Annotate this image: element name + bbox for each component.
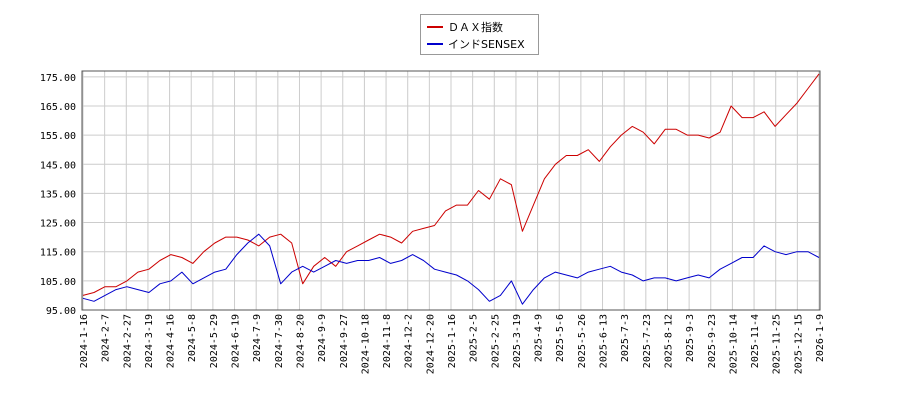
x-tick-label: 2025-12-15	[793, 314, 804, 374]
x-tick-label: 2024-4-16	[166, 314, 177, 368]
x-tick-label: 2025-9-23	[707, 314, 718, 368]
x-tick-label: 2025-8-12	[663, 314, 674, 368]
x-tick-label: 2024-7-9	[252, 314, 263, 362]
x-tick-label: 2025-3-19	[512, 314, 523, 368]
series-layer	[82, 73, 820, 305]
y-tick-label: 135.00	[40, 189, 76, 200]
legend-item-dax: ＤＡＸ指数	[427, 19, 503, 35]
series-line-dax	[82, 73, 820, 296]
x-tick-label: 2025-10-14	[728, 314, 739, 374]
x-tick-label: 2024-12-2	[404, 314, 415, 368]
x-tick-label: 2024-12-20	[425, 314, 436, 374]
y-tick-label: 175.00	[40, 73, 76, 84]
x-tick-label: 2024-5-8	[187, 314, 198, 362]
x-tick-label: 2024-2-7	[101, 314, 112, 362]
x-tick-label: 2025-6-13	[599, 314, 610, 368]
y-tick-label: 165.00	[40, 102, 76, 113]
y-axis-tick-labels: 95.00 105.00 115.00 125.00 135.00 145.00 155.0…	[40, 73, 76, 317]
x-tick-label: 2025-9-3	[685, 314, 696, 362]
x-tick-label: 2024-1-16	[79, 314, 90, 368]
x-tick-label: 2025-4-9	[534, 314, 545, 362]
y-tick-label: 145.00	[40, 160, 76, 171]
x-tick-label: 2024-7-30	[274, 314, 285, 368]
y-tick-label: 95.00	[46, 306, 76, 317]
x-tick-label: 2024-8-20	[295, 314, 306, 368]
x-tick-label: 2025-1-16	[447, 314, 458, 368]
x-tick-label: 2024-6-19	[231, 314, 242, 368]
series-line-sensex	[82, 233, 820, 305]
x-tick-label: 2024-3-19	[144, 314, 155, 368]
y-tick-label: 115.00	[40, 248, 76, 259]
x-tick-label: 2025-7-23	[642, 314, 653, 368]
grid-lines	[82, 71, 820, 311]
x-tick-label: 2025-7-3	[620, 314, 631, 362]
x-tick-label: 2024-9-27	[339, 314, 350, 368]
x-tick-label: 2025-2-25	[490, 314, 501, 368]
x-tick-label: 2025-2-5	[469, 314, 480, 362]
x-tick-label: 2025-5-26	[577, 314, 588, 368]
x-tick-label: 2024-5-29	[209, 314, 220, 368]
legend-item-sensex: インドSENSEX	[427, 36, 525, 52]
x-tick-label: 2024-2-27	[122, 314, 133, 368]
y-tick-label: 105.00	[40, 277, 76, 288]
x-tick-label: 2024-11-8	[382, 314, 393, 368]
y-tick-label: 125.00	[40, 219, 76, 230]
legend-swatch-sensex	[427, 43, 443, 45]
x-tick-label: 2026-1-9	[815, 314, 826, 362]
y-tick-label: 155.00	[40, 131, 76, 142]
x-tick-label: 2025-11-4	[750, 314, 761, 368]
x-tick-label: 2024-9-9	[317, 314, 328, 362]
x-axis-tick-labels: 2024-1-16 2024-2-7 2024-2-27 2024-3-19 2024-…	[79, 314, 826, 374]
legend-label-dax: ＤＡＸ指数	[448, 21, 503, 34]
legend-swatch-dax	[427, 26, 443, 28]
x-tick-label: 2025-5-6	[555, 314, 566, 362]
x-tick-label: 2025-11-25	[772, 314, 783, 374]
x-tick-label: 2024-10-18	[360, 314, 371, 374]
legend-label-sensex: インドSENSEX	[448, 38, 525, 51]
plot-area-border	[81, 70, 821, 311]
legend: ＤＡＸ指数 インドSENSEX	[420, 14, 539, 55]
